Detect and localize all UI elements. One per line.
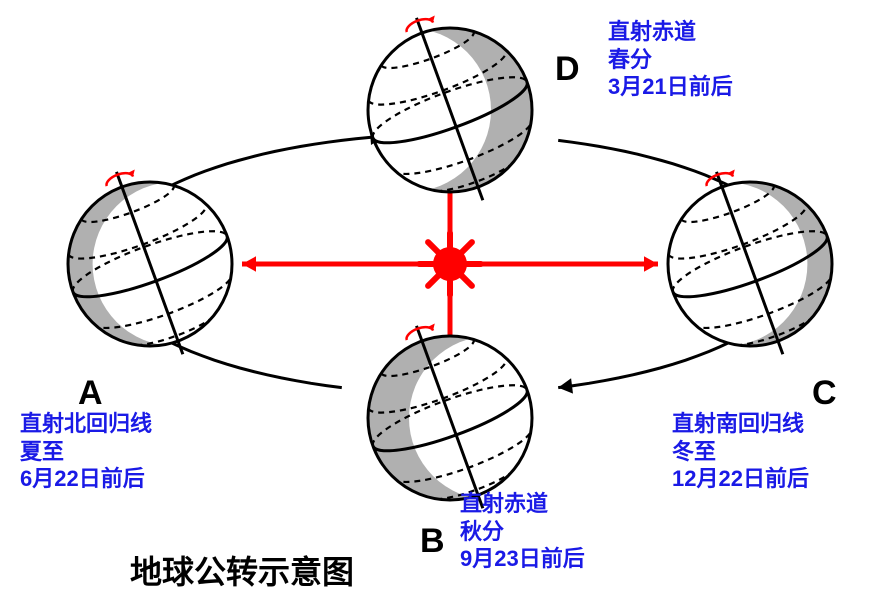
diagram-root: { "canvas": { "w": 886, "h": 591, "bg": … bbox=[0, 0, 886, 591]
pos-letter-D: D bbox=[555, 48, 580, 91]
annotation-C: 直射南回归线冬至12月22日前后 bbox=[672, 410, 809, 493]
annotation-D: 直射赤道春分3月21日前后 bbox=[608, 18, 733, 101]
pos-letter-A: A bbox=[78, 372, 103, 415]
pos-letter-B: B bbox=[420, 520, 445, 563]
diagram-svg bbox=[0, 0, 886, 591]
pos-letter-C: C bbox=[812, 372, 837, 415]
annotation-A: 直射北回归线夏至6月22日前后 bbox=[20, 410, 152, 493]
diagram-title: 地球公转示意图 bbox=[130, 552, 354, 591]
annotation-B: 直射赤道秋分9月23日前后 bbox=[460, 490, 585, 573]
